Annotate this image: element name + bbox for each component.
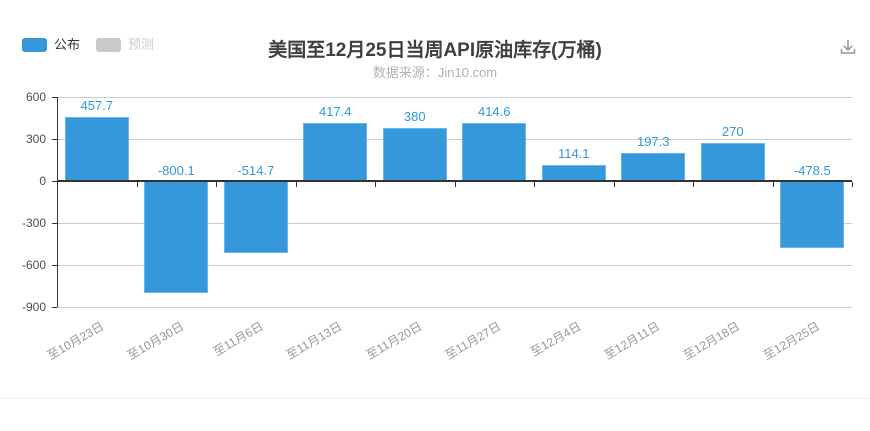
bar-value-label: 417.4 [318,103,352,119]
x-axis-tick [216,182,217,187]
bar[interactable] [303,122,368,181]
footer-divider [0,398,870,399]
gridline [57,306,852,308]
x-axis-label: 至10月30日 [124,319,186,363]
y-axis-tick [52,138,57,140]
bar[interactable] [144,181,209,293]
x-axis-tick [136,182,138,187]
legend-swatch-forecast-icon [96,38,122,52]
x-axis-label: 至12月11日 [602,319,663,363]
gridline [57,222,852,224]
y-axis-line [57,97,58,307]
x-axis-tick [57,182,58,187]
chart-title: 美国至12月25日当周API原油库存(万桶) [268,40,602,61]
y-axis-label: 600 [25,90,46,104]
y-axis-tick [52,306,57,308]
y-axis-label: -900 [21,300,46,314]
legend-label-forecast: 预测 [128,37,155,52]
gridline [57,96,852,98]
bar[interactable] [462,122,527,181]
x-axis-tick [375,182,376,187]
download-icon [840,39,856,54]
legend-swatch-published-icon [22,38,47,52]
x-axis-tick [852,182,853,187]
y-axis-label: -600 [21,258,46,272]
bar-value-label: -514.7 [237,163,275,178]
legend-item-published[interactable]: 公布 [22,38,80,52]
legend-label-published: 公布 [54,37,81,52]
bar-value-label: 270 [721,124,744,140]
y-axis-tick [52,96,57,98]
x-axis-label: 至11月27日 [443,319,504,363]
bar[interactable] [541,165,606,181]
bar-value-label: -478.5 [793,163,831,178]
bar-value-label: 414.6 [477,103,511,119]
x-axis-tick [772,182,774,187]
x-axis-label: 至12月4日 [527,319,584,360]
bar[interactable] [621,153,686,181]
chart-subtitle: 数据来源：Jin10.com [372,65,498,80]
download-button[interactable] [836,35,860,59]
y-axis-label: 300 [25,132,46,146]
x-axis-label: 至10月23日 [44,319,107,363]
legend: 公布 预测 [22,38,154,52]
x-axis-tick [613,182,615,187]
bar[interactable] [780,181,845,248]
x-axis-tick [454,182,456,187]
x-axis-tick [295,182,297,187]
bar-value-label: 197.3 [636,134,670,150]
legend-item-forecast[interactable]: 预测 [96,38,154,52]
bar-value-label: 457.7 [80,97,114,113]
x-axis-label: 至11月20日 [363,319,425,363]
zero-axis-line [57,180,852,182]
gridline [57,138,852,140]
y-axis-label: -300 [21,216,46,230]
x-axis-tick [693,182,694,187]
x-axis-label: 至11月13日 [284,319,345,363]
x-axis-tick [534,182,535,187]
y-axis-label: 0 [39,174,46,188]
y-axis-tick [52,264,57,266]
bar-value-label: 380 [403,108,426,124]
gridline [57,264,852,266]
y-axis-tick [52,222,57,224]
x-axis-label: 至12月25日 [760,319,822,363]
bar[interactable] [700,143,765,181]
bar[interactable] [382,127,447,181]
x-axis-label: 至11月6日 [210,319,266,359]
x-axis-label: 至12月18日 [680,319,743,363]
bar[interactable] [223,181,288,254]
y-axis-tick [52,180,57,182]
bar-value-label: 114.1 [557,146,590,162]
bar-value-label: -800.1 [157,163,195,178]
bar[interactable] [64,116,129,181]
